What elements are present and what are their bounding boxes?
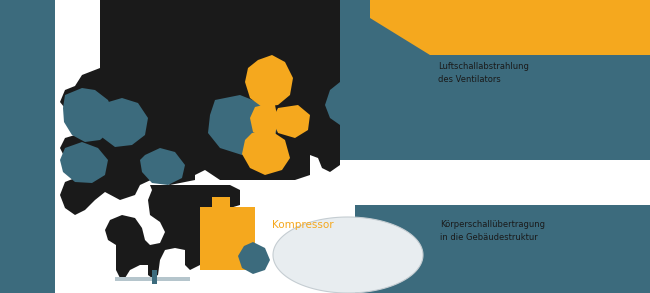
Polygon shape <box>278 0 340 172</box>
Bar <box>115 277 190 281</box>
Polygon shape <box>355 205 650 293</box>
Polygon shape <box>272 105 310 138</box>
Polygon shape <box>212 197 230 207</box>
Bar <box>152 270 157 284</box>
Polygon shape <box>242 130 290 175</box>
Polygon shape <box>238 242 270 274</box>
Polygon shape <box>140 148 185 185</box>
Polygon shape <box>200 207 255 270</box>
Polygon shape <box>370 0 650 55</box>
Polygon shape <box>60 142 108 183</box>
Text: Körperschallübertragung
in die Gebäudestruktur: Körperschallübertragung in die Gebäudest… <box>440 220 545 241</box>
Polygon shape <box>208 95 278 155</box>
Text: Kompressor: Kompressor <box>272 220 333 230</box>
Polygon shape <box>273 217 423 293</box>
Polygon shape <box>0 0 55 293</box>
Polygon shape <box>105 185 240 278</box>
Text: Luftschallabstrahlung
des Ventilators: Luftschallabstrahlung des Ventilators <box>438 62 529 84</box>
Polygon shape <box>63 88 115 142</box>
Polygon shape <box>320 0 650 160</box>
Polygon shape <box>60 0 310 215</box>
Polygon shape <box>98 98 148 147</box>
Polygon shape <box>250 105 278 137</box>
Polygon shape <box>245 55 293 107</box>
